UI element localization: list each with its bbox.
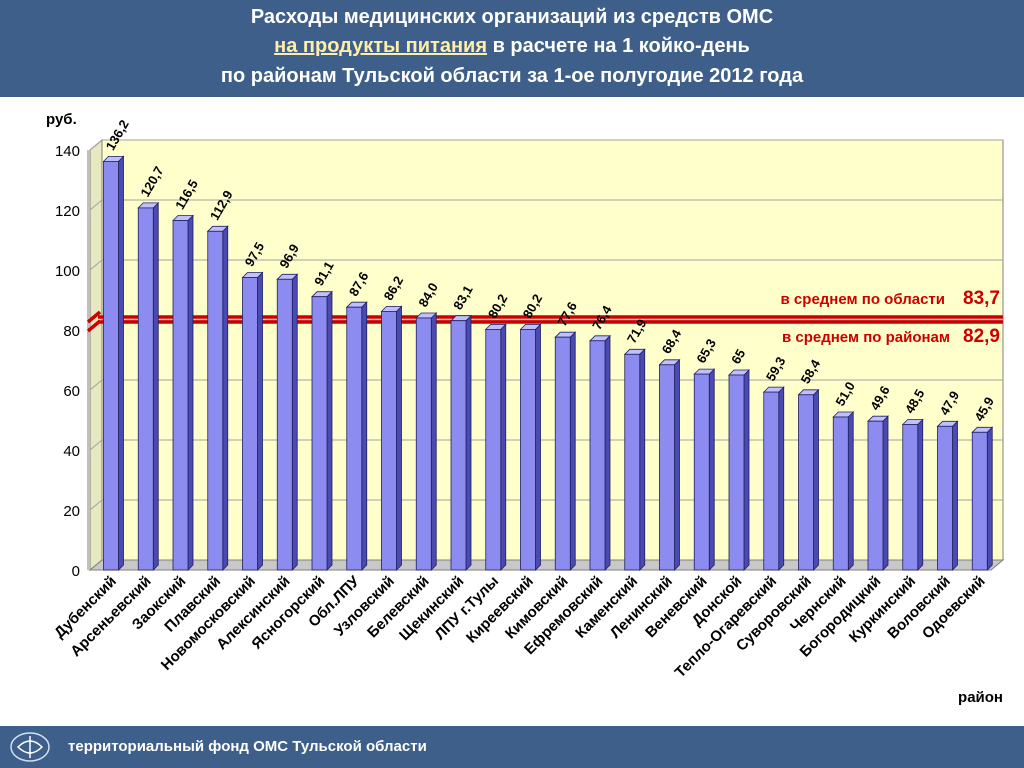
health-fund-logo-icon [10, 732, 50, 762]
gridline-side [89, 499, 103, 511]
bar [728, 369, 750, 571]
y-tick-label: 60 [63, 383, 80, 400]
y-tick-label: 40 [63, 443, 80, 460]
bar-chart: 0 20 40 60 80 100 120 140 руб. в среднем по облас… [46, 111, 1005, 706]
y-tick-label: 140 [55, 143, 80, 160]
bar [589, 334, 611, 571]
title-line-2: на продукты питания в расчете на 1 койко… [0, 33, 1024, 59]
bar [311, 290, 333, 571]
bar [345, 301, 368, 571]
title-line-1: Расходы медицинских организаций из средс… [250, 6, 774, 28]
bar [936, 420, 959, 571]
bar [693, 368, 716, 571]
gridline-side [89, 139, 103, 151]
ref-label-districts: в среднем по районам [782, 329, 950, 346]
bar [901, 418, 924, 571]
bar [484, 323, 507, 571]
bar [832, 411, 855, 571]
bar [276, 273, 299, 571]
y-tick-label: 80 [63, 323, 80, 340]
bar [172, 214, 194, 571]
footer-text: территориальный фонд ОМС Тульской област… [68, 738, 427, 755]
bar-value-label: 65 [728, 346, 748, 366]
bar [206, 225, 229, 571]
reference-line-stub [86, 310, 102, 324]
slide-header: Расходы медицинских организаций из средс… [0, 0, 1024, 97]
y-tick-label: 100 [55, 263, 80, 280]
bar [102, 155, 125, 571]
y-tick-label: 0 [72, 563, 80, 580]
bar [380, 305, 403, 571]
reference-line-stub [86, 319, 102, 333]
gridline-side [89, 199, 103, 211]
bar [137, 201, 160, 571]
gridline-side [89, 439, 103, 451]
ref-value-districts: 82,9 [963, 326, 1000, 347]
title-highlight: на продукты питания [274, 35, 488, 57]
slide-footer: территориальный фонд ОМС Тульской област… [0, 726, 1024, 768]
y-tick-label: 120 [55, 203, 80, 220]
ref-value-region: 83,7 [963, 288, 1000, 309]
bar [971, 426, 994, 571]
gridline-side [89, 259, 103, 271]
y-axis-label: руб. [46, 111, 77, 128]
x-axis-label: район [958, 689, 1003, 706]
bar [762, 386, 785, 571]
bar [241, 271, 264, 571]
bar [415, 312, 438, 571]
title-line-3: по районам Тульской области за 1-ое полу… [220, 65, 804, 87]
ref-label-region: в среднем по области [781, 291, 945, 308]
bar [554, 331, 577, 571]
bar [450, 314, 472, 571]
bar [623, 348, 646, 571]
bar [797, 388, 820, 571]
bar [658, 358, 681, 571]
bar [519, 323, 542, 571]
title-line-2-rest: в расчете на 1 койко-день [487, 35, 750, 57]
y-tick-label: 20 [63, 503, 80, 520]
gridline-side [89, 379, 103, 391]
bar [867, 415, 889, 571]
